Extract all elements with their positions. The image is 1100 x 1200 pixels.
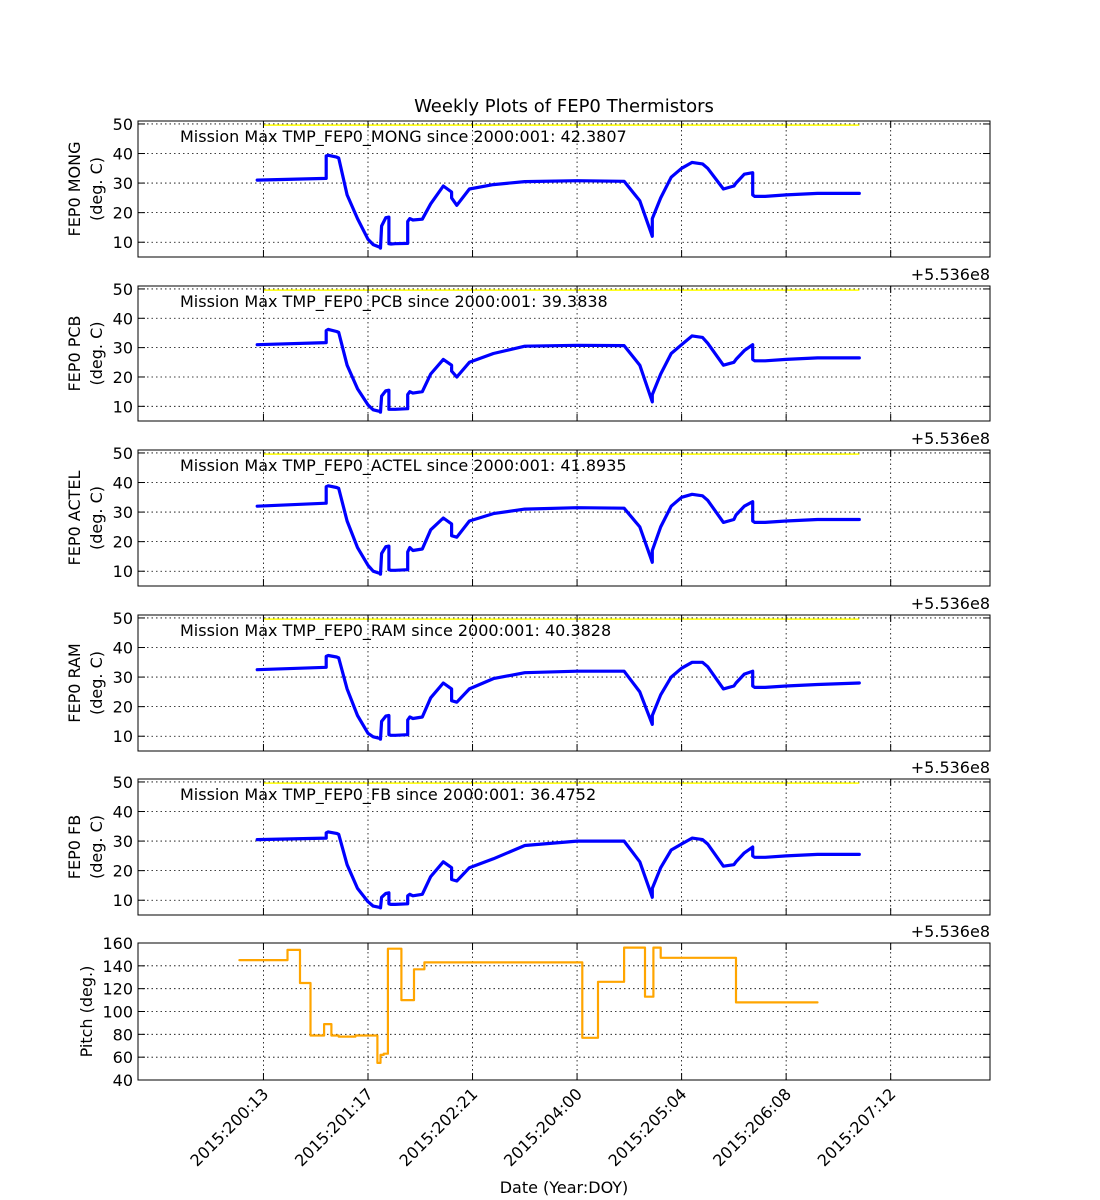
y-tick-label: 10 — [113, 562, 133, 581]
y-tick-label: 30 — [113, 174, 133, 193]
chart-panel-4: 10 20 30 40 50 FEP0 RAM (deg. C) Mission Max TM… — [65, 594, 991, 752]
x-offset-label: +5.536e8 — [911, 429, 990, 448]
y-tick-label: 50 — [113, 280, 133, 299]
y-tick-label: 50 — [113, 115, 133, 134]
y-tick-label: 20 — [113, 204, 133, 223]
figure-title: Weekly Plots of FEP0 Thermistors — [414, 96, 714, 117]
temperature-series-line — [255, 484, 861, 576]
mission-max-annotation: Mission Max TMP_FEP0_PCB since 2000:001:… — [180, 292, 608, 312]
y-tick-label: 160 — [102, 934, 133, 953]
mission-max-annotation: Mission Max TMP_FEP0_FB since 2000:001: … — [180, 785, 596, 805]
pitch-series-line — [238, 946, 819, 1065]
y-axis-label: FEP0 PCB — [65, 315, 84, 391]
y-axis-label: FEP0 RAM — [65, 643, 84, 722]
temperature-series-line — [255, 327, 861, 414]
y-tick-label: 40 — [113, 803, 133, 822]
y-tick-label: 40 — [113, 309, 133, 328]
y-axis-label: (deg. C) — [87, 815, 106, 879]
axes-frame — [137, 778, 991, 916]
axes-frame — [137, 285, 991, 422]
y-tick-label: 10 — [113, 233, 133, 252]
y-tick-label: 50 — [113, 444, 133, 463]
y-axis-label: (deg. C) — [87, 157, 106, 221]
mission-max-annotation: Mission Max TMP_FEP0_MONG since 2000:001… — [180, 127, 627, 147]
temperature-series-line — [255, 830, 861, 910]
y-tick-label: 30 — [113, 503, 133, 522]
y-tick-label: 10 — [113, 891, 133, 910]
x-offset-label: +5.536e8 — [911, 922, 990, 941]
y-tick-label: 40 — [113, 145, 133, 164]
y-tick-label: 10 — [113, 397, 133, 416]
mission-max-annotation: Mission Max TMP_FEP0_RAM since 2000:001:… — [180, 621, 611, 641]
y-tick-label: 40 — [113, 639, 133, 658]
mission-max-annotation: Mission Max TMP_FEP0_ACTEL since 2000:00… — [180, 456, 627, 476]
x-offset-label: +5.536e8 — [911, 594, 990, 613]
axes-frame — [137, 614, 991, 752]
y-axis-label: (deg. C) — [87, 651, 106, 715]
y-tick-label: 20 — [113, 533, 133, 552]
y-tick-label: 20 — [113, 368, 133, 387]
x-offset-label: +5.536e8 — [911, 265, 990, 284]
y-tick-label: 30 — [113, 339, 133, 358]
y-tick-label: 120 — [102, 980, 133, 999]
chart-panel-1: 10 20 30 40 50 FEP0 MONG (deg. C) Mission Max T… — [65, 115, 991, 258]
y-axis-label: FEP0 FB — [65, 815, 84, 879]
temperature-series-line — [255, 153, 861, 250]
y-tick-label: 60 — [113, 1048, 133, 1067]
y-tick-label: 40 — [113, 1071, 133, 1090]
y-axis-label: (deg. C) — [87, 322, 106, 386]
chart-panel-3: 10 20 30 40 50 FEP0 ACTEL (deg. C) Mission Max … — [65, 429, 991, 587]
y-tick-label: 30 — [113, 832, 133, 851]
y-tick-label: 50 — [113, 609, 133, 628]
y-tick-label: 10 — [113, 727, 133, 746]
chart-panel-2: 10 20 30 40 50 FEP0 PCB (deg. C) Mission Max TM… — [65, 265, 991, 422]
y-tick-label: 20 — [113, 862, 133, 881]
chart-panel-6: 40 60 80 100 120 140 160 Pitch (deg.) +5.536e8 — [77, 922, 991, 1090]
y-axis-label: (deg. C) — [87, 486, 106, 550]
chart-panel-5: 10 20 30 40 50 FEP0 FB (deg. C) Mission Max TMP… — [65, 758, 991, 916]
y-tick-label: 140 — [102, 957, 133, 976]
y-axis-label: Pitch (deg.) — [77, 966, 96, 1058]
y-tick-label: 100 — [102, 1003, 133, 1022]
x-offset-label: +5.536e8 — [911, 758, 990, 777]
y-axis-label: FEP0 ACTEL — [65, 470, 84, 565]
axes-frame — [137, 120, 991, 258]
y-axis-label: FEP0 MONG — [65, 142, 84, 237]
y-tick-label: 30 — [113, 668, 133, 687]
temperature-series-line — [255, 653, 861, 741]
x-axis-label: Date (Year:DOY) — [500, 1178, 629, 1197]
y-tick-label: 80 — [113, 1025, 133, 1044]
y-tick-label: 50 — [113, 773, 133, 792]
y-tick-label: 40 — [113, 474, 133, 493]
y-tick-label: 20 — [113, 698, 133, 717]
axes-frame — [137, 449, 991, 587]
